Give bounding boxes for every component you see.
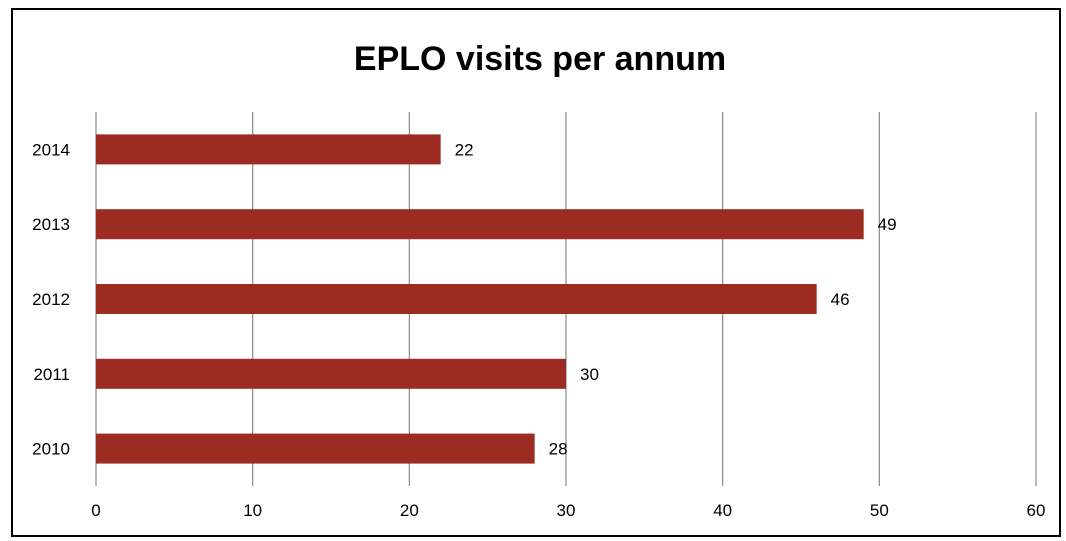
y-tick-label: 2011 [33,365,70,384]
bars [96,134,864,464]
y-axis-ticks: 2010 2011 2012 2013 2014 [32,140,70,458]
x-tick-label: 0 [91,501,100,520]
y-tick-label: 2012 [32,290,70,309]
x-axis-ticks: 0 10 20 30 40 50 60 [91,501,1045,520]
x-tick-label: 20 [400,501,419,520]
y-tick-label: 2013 [32,215,70,234]
y-tick-label: 2010 [32,440,70,459]
x-tick-label: 50 [870,501,889,520]
bar-2013 [96,209,864,240]
y-tick-label: 2014 [32,140,70,159]
data-label: 46 [831,290,850,309]
data-labels: 28 30 46 49 22 [455,140,897,458]
data-label: 22 [455,140,474,159]
x-tick-label: 30 [557,501,576,520]
chart-title: EPLO visits per annum [354,40,726,78]
bar-2012 [96,284,817,314]
bar-2014 [96,134,441,165]
x-tick-label: 60 [1027,501,1046,520]
x-tick-label: 10 [243,501,262,520]
bar-2010 [96,433,535,464]
x-tick-label: 40 [713,501,732,520]
data-label: 28 [549,440,568,459]
data-label: 30 [580,365,599,384]
data-label: 49 [878,215,897,234]
bar-2011 [96,358,566,389]
